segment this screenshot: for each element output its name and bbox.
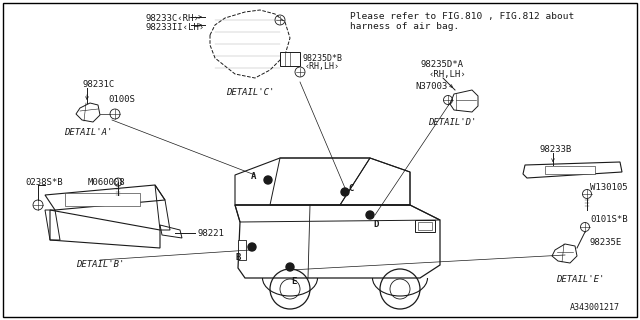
Text: 98235D*B: 98235D*B bbox=[302, 54, 342, 63]
Text: D: D bbox=[373, 220, 379, 229]
Circle shape bbox=[248, 243, 256, 251]
Text: 98221: 98221 bbox=[197, 229, 224, 238]
Text: E: E bbox=[291, 277, 297, 286]
Bar bbox=[418, 222, 432, 230]
Text: Please refer to FIG.810 , FIG.812 about
harness of air bag.: Please refer to FIG.810 , FIG.812 about … bbox=[350, 12, 574, 31]
Text: ‹RH,LH›: ‹RH,LH› bbox=[428, 70, 466, 79]
Text: 98235E: 98235E bbox=[590, 238, 622, 247]
Text: DETAIL'B': DETAIL'B' bbox=[76, 260, 124, 269]
Text: 0238S*B: 0238S*B bbox=[25, 178, 63, 187]
Bar bbox=[65, 193, 140, 206]
Text: DETAIL'C': DETAIL'C' bbox=[226, 88, 274, 97]
Text: 98233C‹RH›: 98233C‹RH› bbox=[145, 14, 199, 23]
Bar bbox=[280, 52, 300, 66]
Text: 98235D*A: 98235D*A bbox=[420, 60, 463, 69]
Text: N37003: N37003 bbox=[415, 82, 447, 91]
Text: 0101S*B: 0101S*B bbox=[590, 215, 628, 224]
Bar bbox=[415, 220, 435, 232]
Text: 98231C: 98231C bbox=[82, 80, 115, 89]
Text: A343001217: A343001217 bbox=[570, 303, 620, 312]
Text: W130105: W130105 bbox=[590, 183, 628, 192]
Circle shape bbox=[264, 176, 272, 184]
Bar bbox=[545, 166, 595, 174]
Text: A: A bbox=[252, 172, 257, 181]
Text: C: C bbox=[348, 184, 354, 193]
Bar bbox=[238, 240, 246, 260]
Circle shape bbox=[366, 211, 374, 219]
Text: DETAIL'E': DETAIL'E' bbox=[556, 275, 604, 284]
Circle shape bbox=[286, 263, 294, 271]
Text: DETAIL'A': DETAIL'A' bbox=[64, 128, 112, 137]
Text: 98233B: 98233B bbox=[540, 145, 572, 154]
Text: 98233II‹LH›: 98233II‹LH› bbox=[145, 23, 204, 32]
Text: DETAIL'D': DETAIL'D' bbox=[428, 118, 476, 127]
Text: M060008: M060008 bbox=[88, 178, 125, 187]
Circle shape bbox=[341, 188, 349, 196]
Text: ‹RH,LH›: ‹RH,LH› bbox=[305, 62, 340, 71]
Text: B: B bbox=[236, 253, 241, 262]
Text: 0100S: 0100S bbox=[108, 95, 135, 104]
